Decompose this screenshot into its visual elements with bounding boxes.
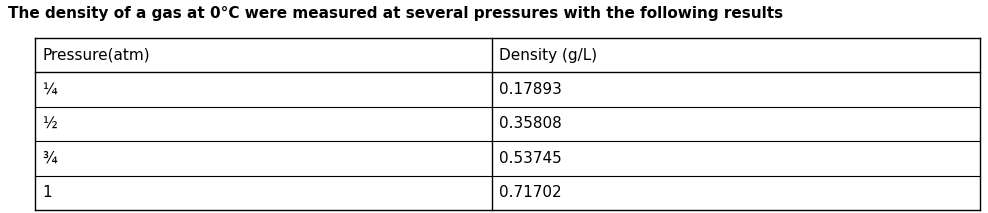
Text: Density (g/L): Density (g/L): [499, 48, 597, 63]
Text: 0.35808: 0.35808: [499, 117, 562, 131]
Text: ½: ½: [42, 117, 56, 131]
Text: 0.53745: 0.53745: [499, 151, 562, 166]
Text: Pressure(atm): Pressure(atm): [42, 48, 149, 63]
Text: 0.17893: 0.17893: [499, 82, 562, 97]
Text: ¼: ¼: [42, 82, 56, 97]
Text: 1: 1: [42, 185, 51, 200]
Text: 0.71702: 0.71702: [499, 185, 561, 200]
Text: The density of a gas at 0°C were measured at several pressures with the followin: The density of a gas at 0°C were measure…: [8, 6, 783, 21]
Text: ¾: ¾: [42, 151, 56, 166]
